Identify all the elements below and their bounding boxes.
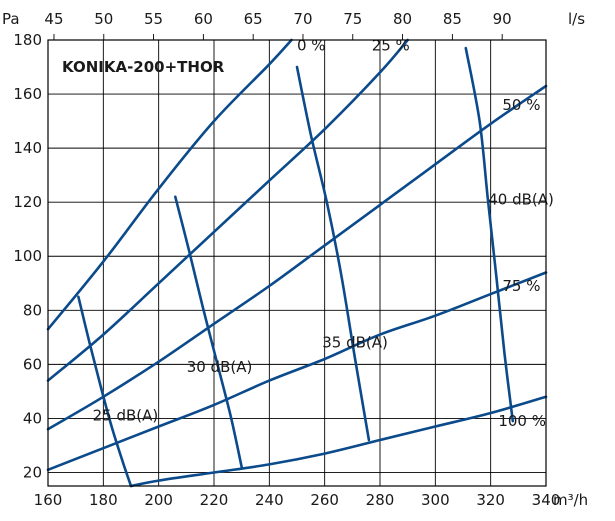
y-tick-label: 80: [23, 301, 42, 319]
y-tick-label: 180: [13, 31, 42, 49]
x-tick-label: 340: [532, 491, 561, 509]
x2-tick-label: 70: [293, 10, 312, 28]
chart-curves: [46, 38, 548, 488]
sound-curve-label: 25 dB(A): [93, 407, 159, 425]
damper-curve-label: 50 %: [502, 96, 540, 114]
x-tick-label: 280: [366, 491, 395, 509]
y-tick-label: 160: [13, 85, 42, 103]
curve-labels: 0 % 25 % 50 % 75 % 100 % 25 dB(A) 30 dB(A) 35 d…: [93, 36, 554, 430]
x2-axis-label: l/s: [568, 10, 585, 28]
y-tick-label: 20: [23, 463, 42, 481]
plot-frame: [47, 39, 547, 487]
grid-lines: [47, 34, 547, 486]
damper-curve: [129, 395, 548, 488]
x2-tick-label: 80: [393, 10, 412, 28]
x-tick-label: 260: [310, 491, 339, 509]
x2-tick-label: 90: [493, 10, 512, 28]
y-axis-label: Pa: [2, 10, 20, 28]
sound-curve-label: 35 dB(A): [322, 334, 388, 352]
x-tick-label: 200: [144, 491, 173, 509]
x-tick-label: 180: [89, 491, 118, 509]
damper-curve-label: 75 %: [502, 277, 540, 295]
x2-tick-label: 50: [94, 10, 113, 28]
x-tick-label: 320: [476, 491, 505, 509]
y-tick-label: 40: [23, 409, 42, 427]
sound-level-curve: [295, 65, 371, 442]
damper-curve: [46, 84, 548, 431]
x2-tick-label: 75: [343, 10, 362, 28]
sound-level-curve: [464, 46, 515, 423]
damper-curve-label: 0 %: [297, 36, 326, 54]
chart-title: KONIKA-200+THOR: [62, 58, 225, 76]
damper-curve: [46, 38, 409, 382]
x-tick-label: 220: [200, 491, 229, 509]
tick-labels: 160 180 200 220 240 260 280 300 320 340 20 40 60 80 10…: [13, 10, 560, 509]
sound-curve-label: 30 dB(A): [187, 358, 253, 376]
sound-curve-label: 40 dB(A): [488, 190, 554, 208]
sound-level-curve: [77, 295, 133, 488]
damper-curve: [46, 271, 548, 472]
damper-curve-label: 100 %: [498, 412, 546, 430]
y-tick-label: 120: [13, 193, 42, 211]
y-tick-label: 60: [23, 355, 42, 373]
x-tick-label: 160: [34, 491, 63, 509]
x2-tick-label: 60: [194, 10, 213, 28]
x-tick-label: 300: [421, 491, 450, 509]
damper-curve: [46, 38, 293, 331]
sound-level-curve: [174, 195, 243, 469]
x2-tick-label: 45: [44, 10, 63, 28]
x2-tick-label: 85: [443, 10, 462, 28]
x-tick-label: 240: [255, 491, 284, 509]
y-tick-label: 100: [13, 247, 42, 265]
x2-tick-label: 55: [144, 10, 163, 28]
damper-curve-label: 25 %: [372, 36, 410, 54]
x2-tick-label: 65: [244, 10, 263, 28]
x-axis-label: m³/h: [553, 491, 588, 509]
y-tick-label: 140: [13, 139, 42, 157]
